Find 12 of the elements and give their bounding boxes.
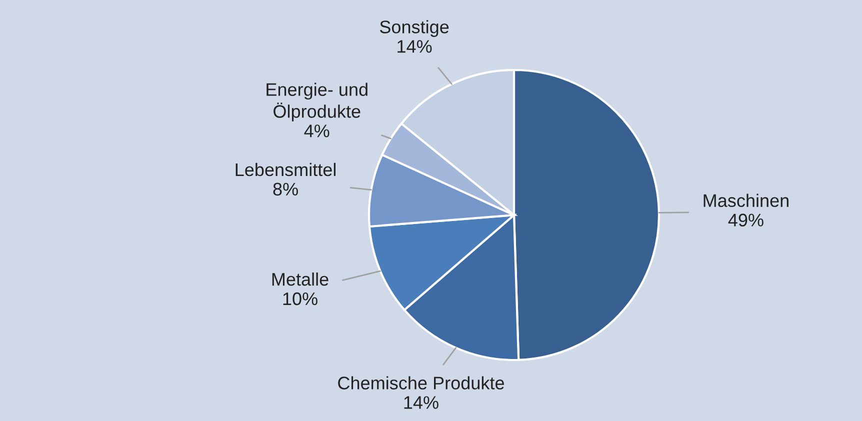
data-label: 14% [404,396,438,409]
data-label: 4% [304,124,330,138]
data-label: 49% [728,214,764,226]
slice-label: Metalle [272,272,328,286]
slice-label: Chemische Produkte [338,376,504,390]
data-label: 10% [283,292,318,306]
slice-label: Maschinen [704,194,788,208]
data-label: 8% [273,182,298,196]
slice-label: Energie- und Ölprodukte [266,82,368,122]
slice-label: Sonstige [380,20,449,37]
data-label: 14% [398,40,432,53]
slice-label: Lebensmittel [236,162,336,176]
